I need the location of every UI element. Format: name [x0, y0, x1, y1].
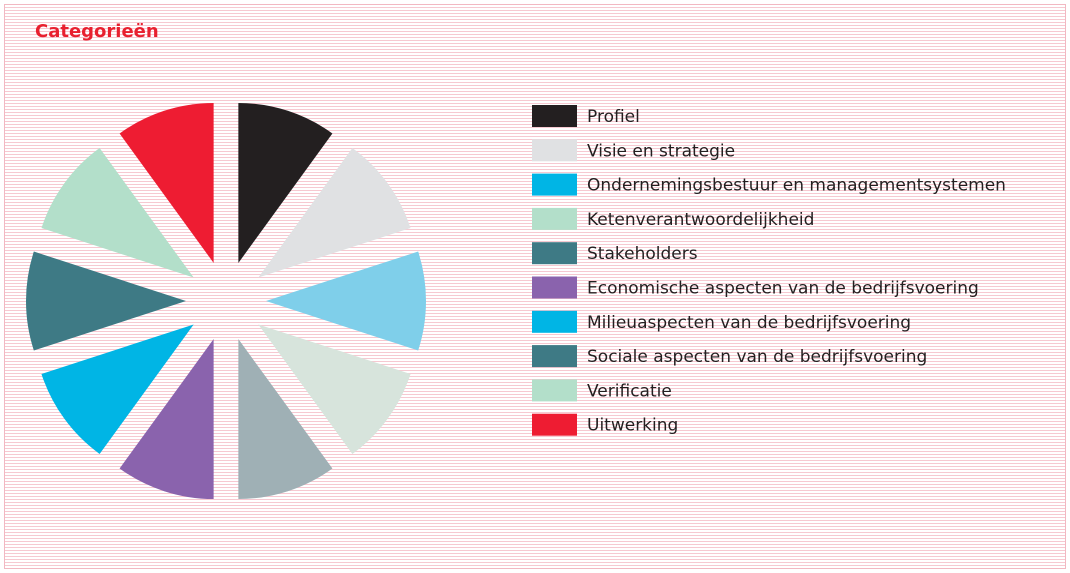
legend-swatch	[532, 379, 577, 402]
chart-title: Categorieën	[35, 21, 159, 42]
legend-swatch	[532, 413, 577, 436]
pie-slice	[41, 148, 194, 278]
pie-slice	[119, 339, 214, 500]
pie-slice	[119, 102, 214, 263]
legend-label: Sociale aspecten van de bedrijfsvoering	[587, 347, 927, 367]
legend-label: Stakeholders	[587, 244, 698, 264]
legend-label: Milieuaspecten van de bedrijfsvoering	[587, 313, 911, 333]
legend-swatch	[532, 207, 577, 230]
pie-slice	[41, 324, 194, 454]
pie-slice	[266, 251, 426, 351]
pie-slice	[238, 339, 333, 500]
legend-label: Ondernemingsbestuur en managementsysteme…	[587, 176, 1006, 196]
pie-slice	[26, 251, 186, 351]
pie-slice	[258, 324, 411, 454]
pie-slice	[238, 102, 333, 263]
legend-swatch	[532, 105, 577, 127]
legend-label: Verificatie	[587, 381, 672, 401]
legend-label: Visie en strategie	[587, 141, 735, 161]
legend-swatch	[532, 173, 577, 196]
pie-slice	[258, 148, 411, 278]
panel: Categorieën Profiel Visie en strategie Ond…	[4, 4, 1066, 569]
legend-swatch	[532, 139, 577, 162]
legend-label: Profiel	[587, 107, 640, 127]
legend-swatch	[532, 310, 577, 333]
legend-swatch	[532, 242, 577, 265]
legend-label: Ketenverantwoordelijkheid	[587, 210, 814, 230]
chart: Categorieën Profiel Visie en strategie Ond…	[26, 21, 1006, 500]
legend-label: Uitwerking	[587, 416, 678, 436]
legend-label: Economische aspecten van de bedrijfsvoer…	[587, 279, 979, 299]
legend-swatch	[532, 345, 577, 368]
legend-swatch	[532, 276, 577, 299]
